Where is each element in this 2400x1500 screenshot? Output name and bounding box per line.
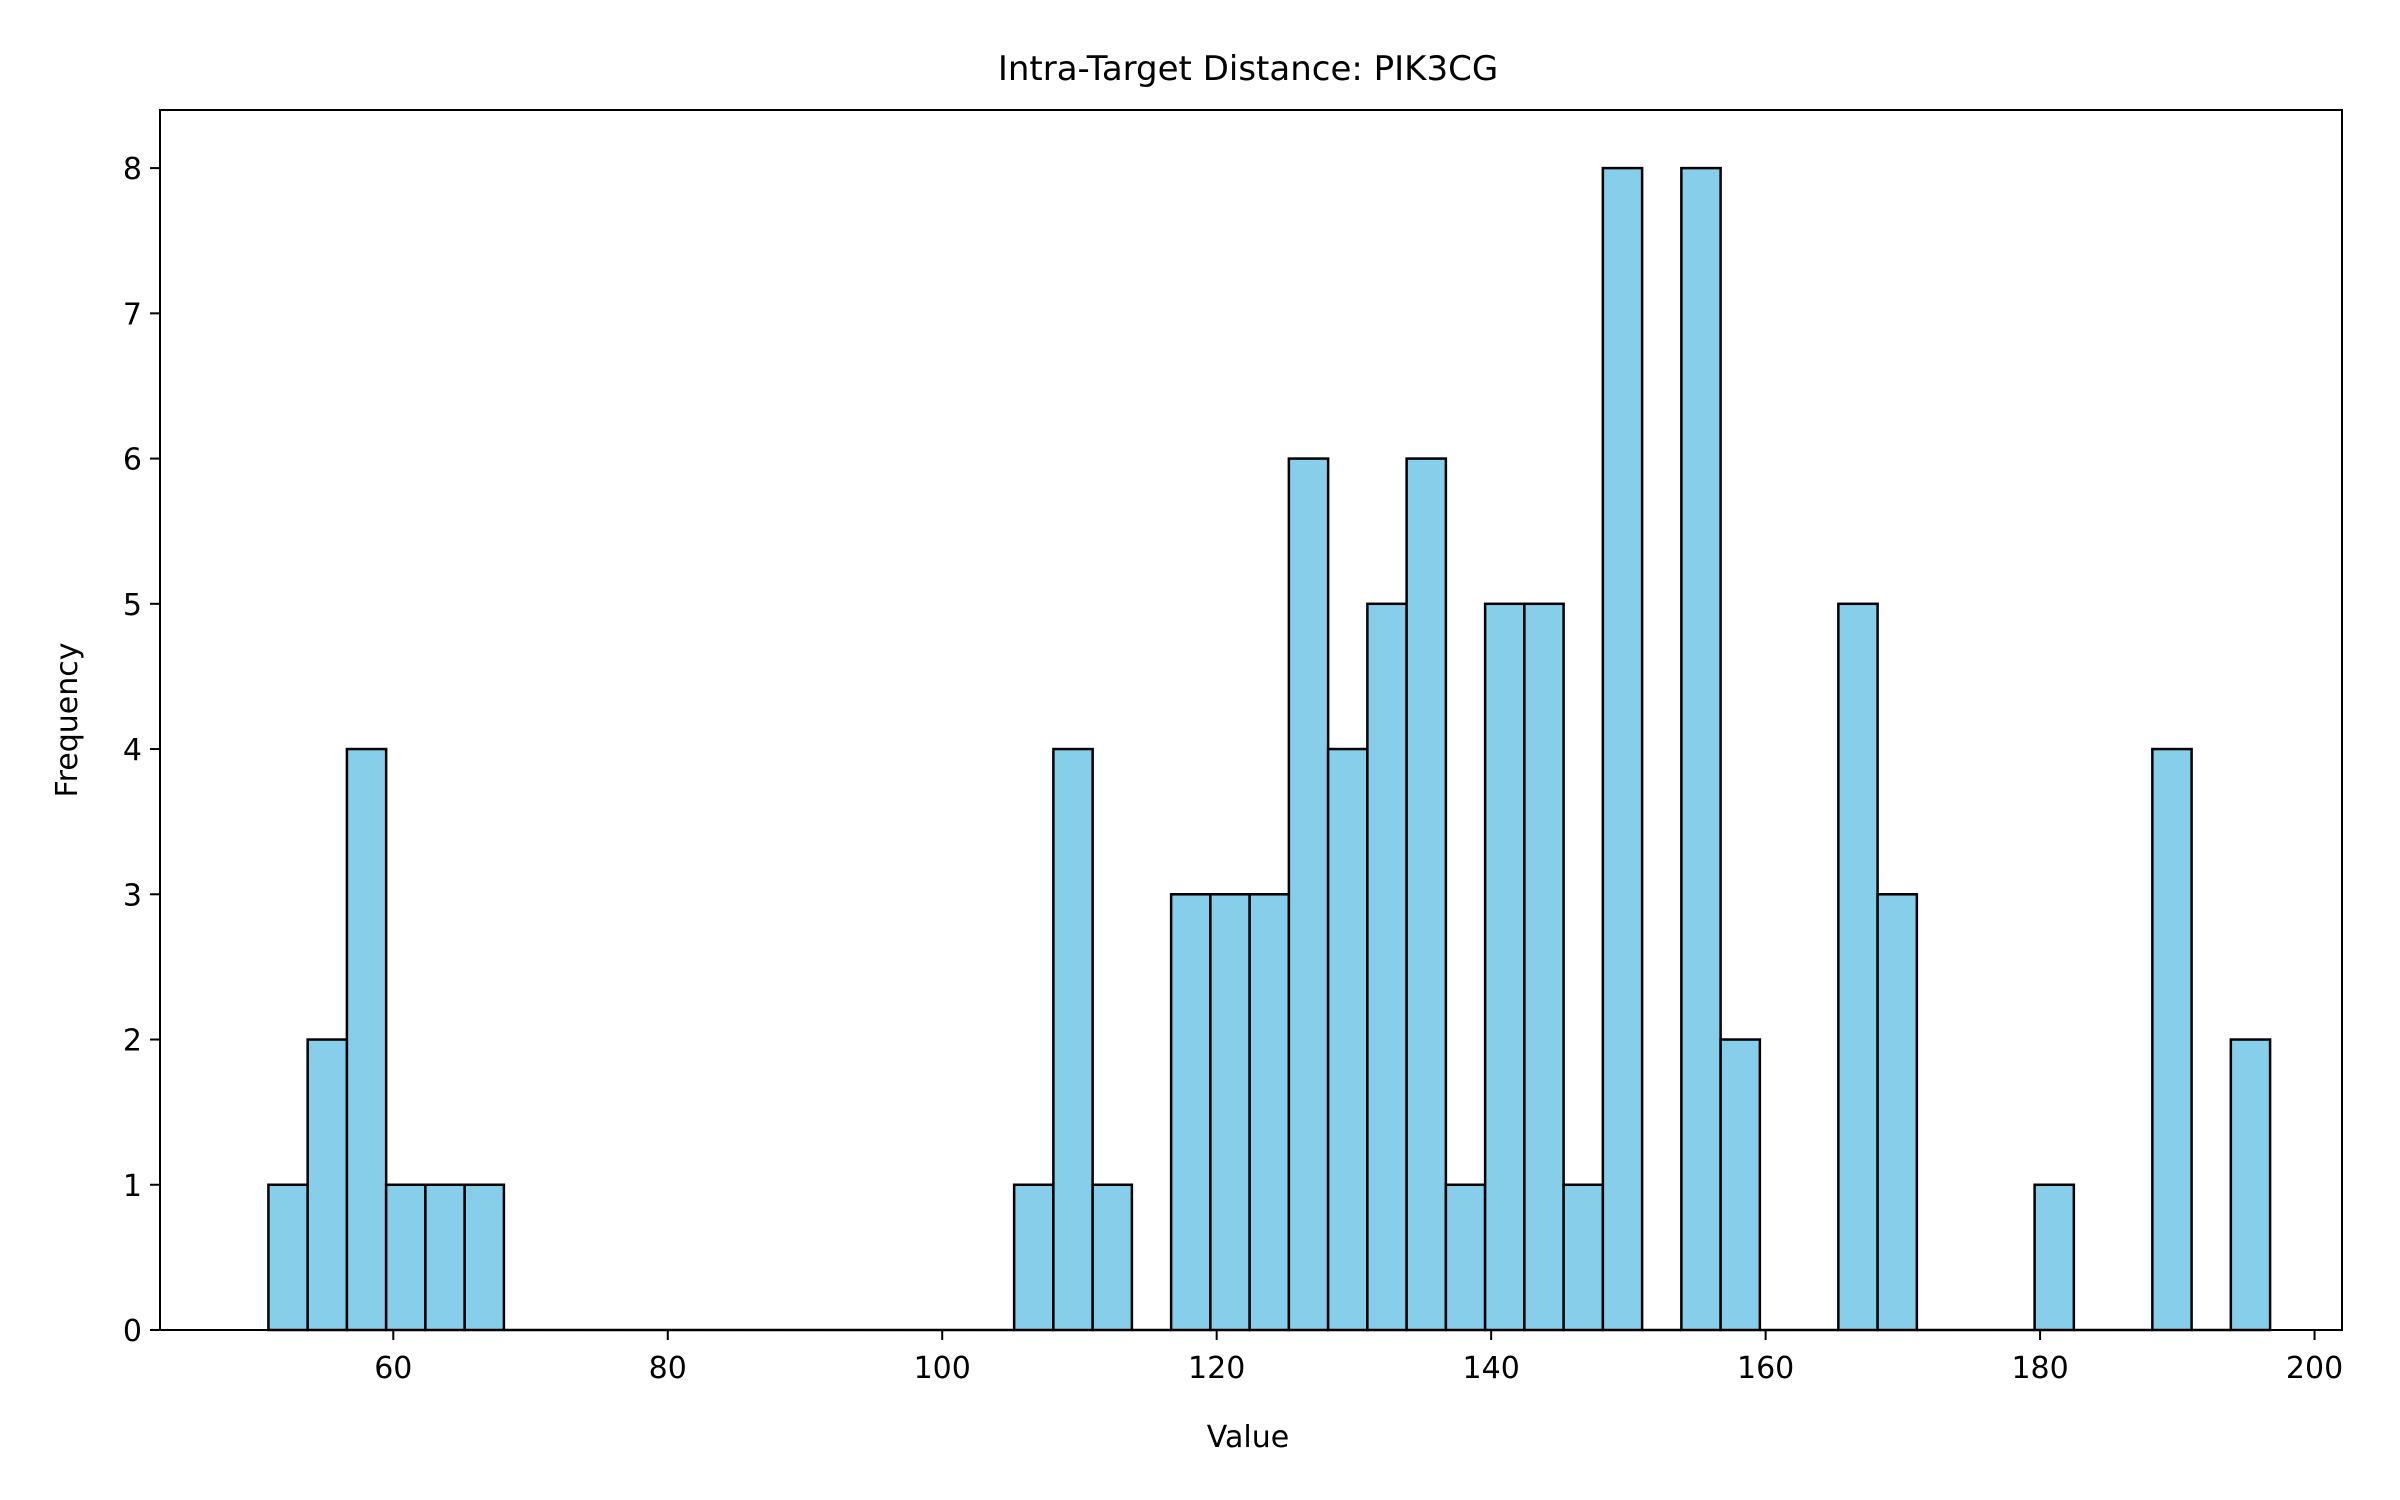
histogram-bar	[2229, 1038, 2272, 1332]
histogram-bar	[1405, 457, 1448, 1332]
histogram-bar	[1444, 1183, 1487, 1332]
histogram-bar	[1209, 893, 1251, 1332]
histogram-bar	[1091, 1183, 1134, 1332]
y-tick-label: 7	[123, 297, 142, 332]
y-tick-label: 3	[123, 878, 142, 913]
x-tick-label: 140	[1463, 1351, 1520, 1386]
histogram-bar	[345, 747, 388, 1332]
histogram-bar	[1483, 602, 1526, 1332]
histogram-bar	[1680, 166, 1722, 1332]
histogram-bar	[2151, 747, 2193, 1332]
x-tick-label: 120	[1188, 1351, 1245, 1386]
x-axis-ticks: 60 80 100 120 140 160 180 200	[374, 1330, 2343, 1386]
histogram-bar	[2033, 1183, 2076, 1332]
x-tick-label: 80	[649, 1351, 687, 1386]
histogram-bar	[1719, 1038, 1762, 1332]
x-axis-label: Value	[1207, 1420, 1289, 1455]
y-tick-label: 2	[123, 1024, 142, 1059]
y-tick-label: 5	[123, 588, 142, 623]
y-axis-ticks: 0 1 2 3 4 5 6 7 8	[123, 152, 160, 1349]
histogram-bar	[1562, 1183, 1605, 1332]
chart-title: Intra-Target Distance: PIK3CG	[998, 49, 1498, 89]
histogram-bar	[1366, 602, 1408, 1332]
bars-group	[267, 166, 2272, 1332]
y-axis-label: Frequency	[50, 643, 85, 798]
y-tick-label: 1	[123, 1169, 142, 1204]
x-tick-label: 160	[1737, 1351, 1794, 1386]
histogram-bar	[1052, 747, 1094, 1332]
x-tick-label: 180	[2011, 1351, 2068, 1386]
histogram-bar	[1287, 457, 1330, 1332]
histogram-bar	[384, 1183, 427, 1332]
histogram-bar	[1837, 602, 1879, 1332]
y-tick-label: 0	[123, 1314, 142, 1349]
x-tick-label: 60	[374, 1351, 412, 1386]
histogram-bar	[267, 1183, 309, 1332]
y-tick-label: 4	[123, 733, 142, 768]
y-tick-label: 8	[123, 152, 142, 187]
histogram-bar	[1326, 747, 1369, 1332]
plot-frame	[159, 109, 2343, 1331]
x-tick-label: 200	[2286, 1351, 2343, 1386]
x-tick-label: 100	[914, 1351, 971, 1386]
histogram-bar	[1601, 166, 1644, 1332]
y-tick-label: 6	[123, 443, 142, 478]
histogram-bar	[463, 1183, 506, 1332]
histogram-bar	[424, 1183, 466, 1332]
histogram-bar	[1876, 893, 1919, 1332]
histogram-bar	[306, 1038, 349, 1332]
histogram-bar	[1169, 893, 1212, 1332]
histogram-bar	[1012, 1183, 1055, 1332]
histogram-bar	[1248, 893, 1291, 1332]
histogram-bar	[1523, 602, 1565, 1332]
